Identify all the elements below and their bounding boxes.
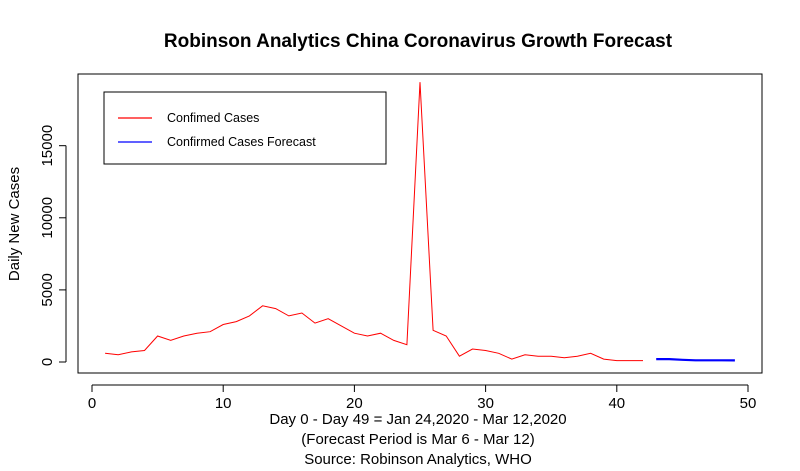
y-tick-label: 0 (39, 358, 56, 366)
y-axis: 0 5000 10000 15000 (39, 125, 67, 366)
plot-frame (77, 73, 763, 374)
x-tick-label: 0 (88, 395, 96, 412)
x-axis-label-line-3: Source: Robinson Analytics, WHO (304, 451, 532, 468)
y-tick-label: 10000 (39, 197, 56, 239)
y-axis-label: Daily New Cases (6, 167, 23, 281)
y-tick-label: 5000 (39, 273, 56, 306)
series-layer (105, 82, 735, 362)
x-axis-label-line-1: Day 0 - Day 49 = Jan 24,2020 - Mar 12,20… (269, 411, 566, 428)
series-line-forecast (656, 358, 735, 362)
x-tick-label: 40 (608, 395, 625, 412)
x-axis: 0 10 20 30 40 50 (88, 384, 757, 412)
legend: Confimed Cases Confirmed Cases Forecast (103, 91, 387, 165)
y-tick-label: 15000 (39, 125, 56, 167)
legend-label-forecast: Confirmed Cases Forecast (167, 135, 316, 149)
legend-box (103, 91, 387, 165)
x-tick-label: 50 (740, 395, 757, 412)
x-tick-label: 10 (215, 395, 232, 412)
x-tick-label: 30 (477, 395, 494, 412)
series-line-confirmed (105, 82, 643, 362)
chart-title: Robinson Analytics China Coronavirus Gro… (164, 31, 673, 52)
x-axis-label-line-2: (Forecast Period is Mar 6 - Mar 12) (301, 431, 534, 448)
x-tick-label: 20 (346, 395, 363, 412)
legend-label-confirmed: Confimed Cases (167, 111, 259, 125)
